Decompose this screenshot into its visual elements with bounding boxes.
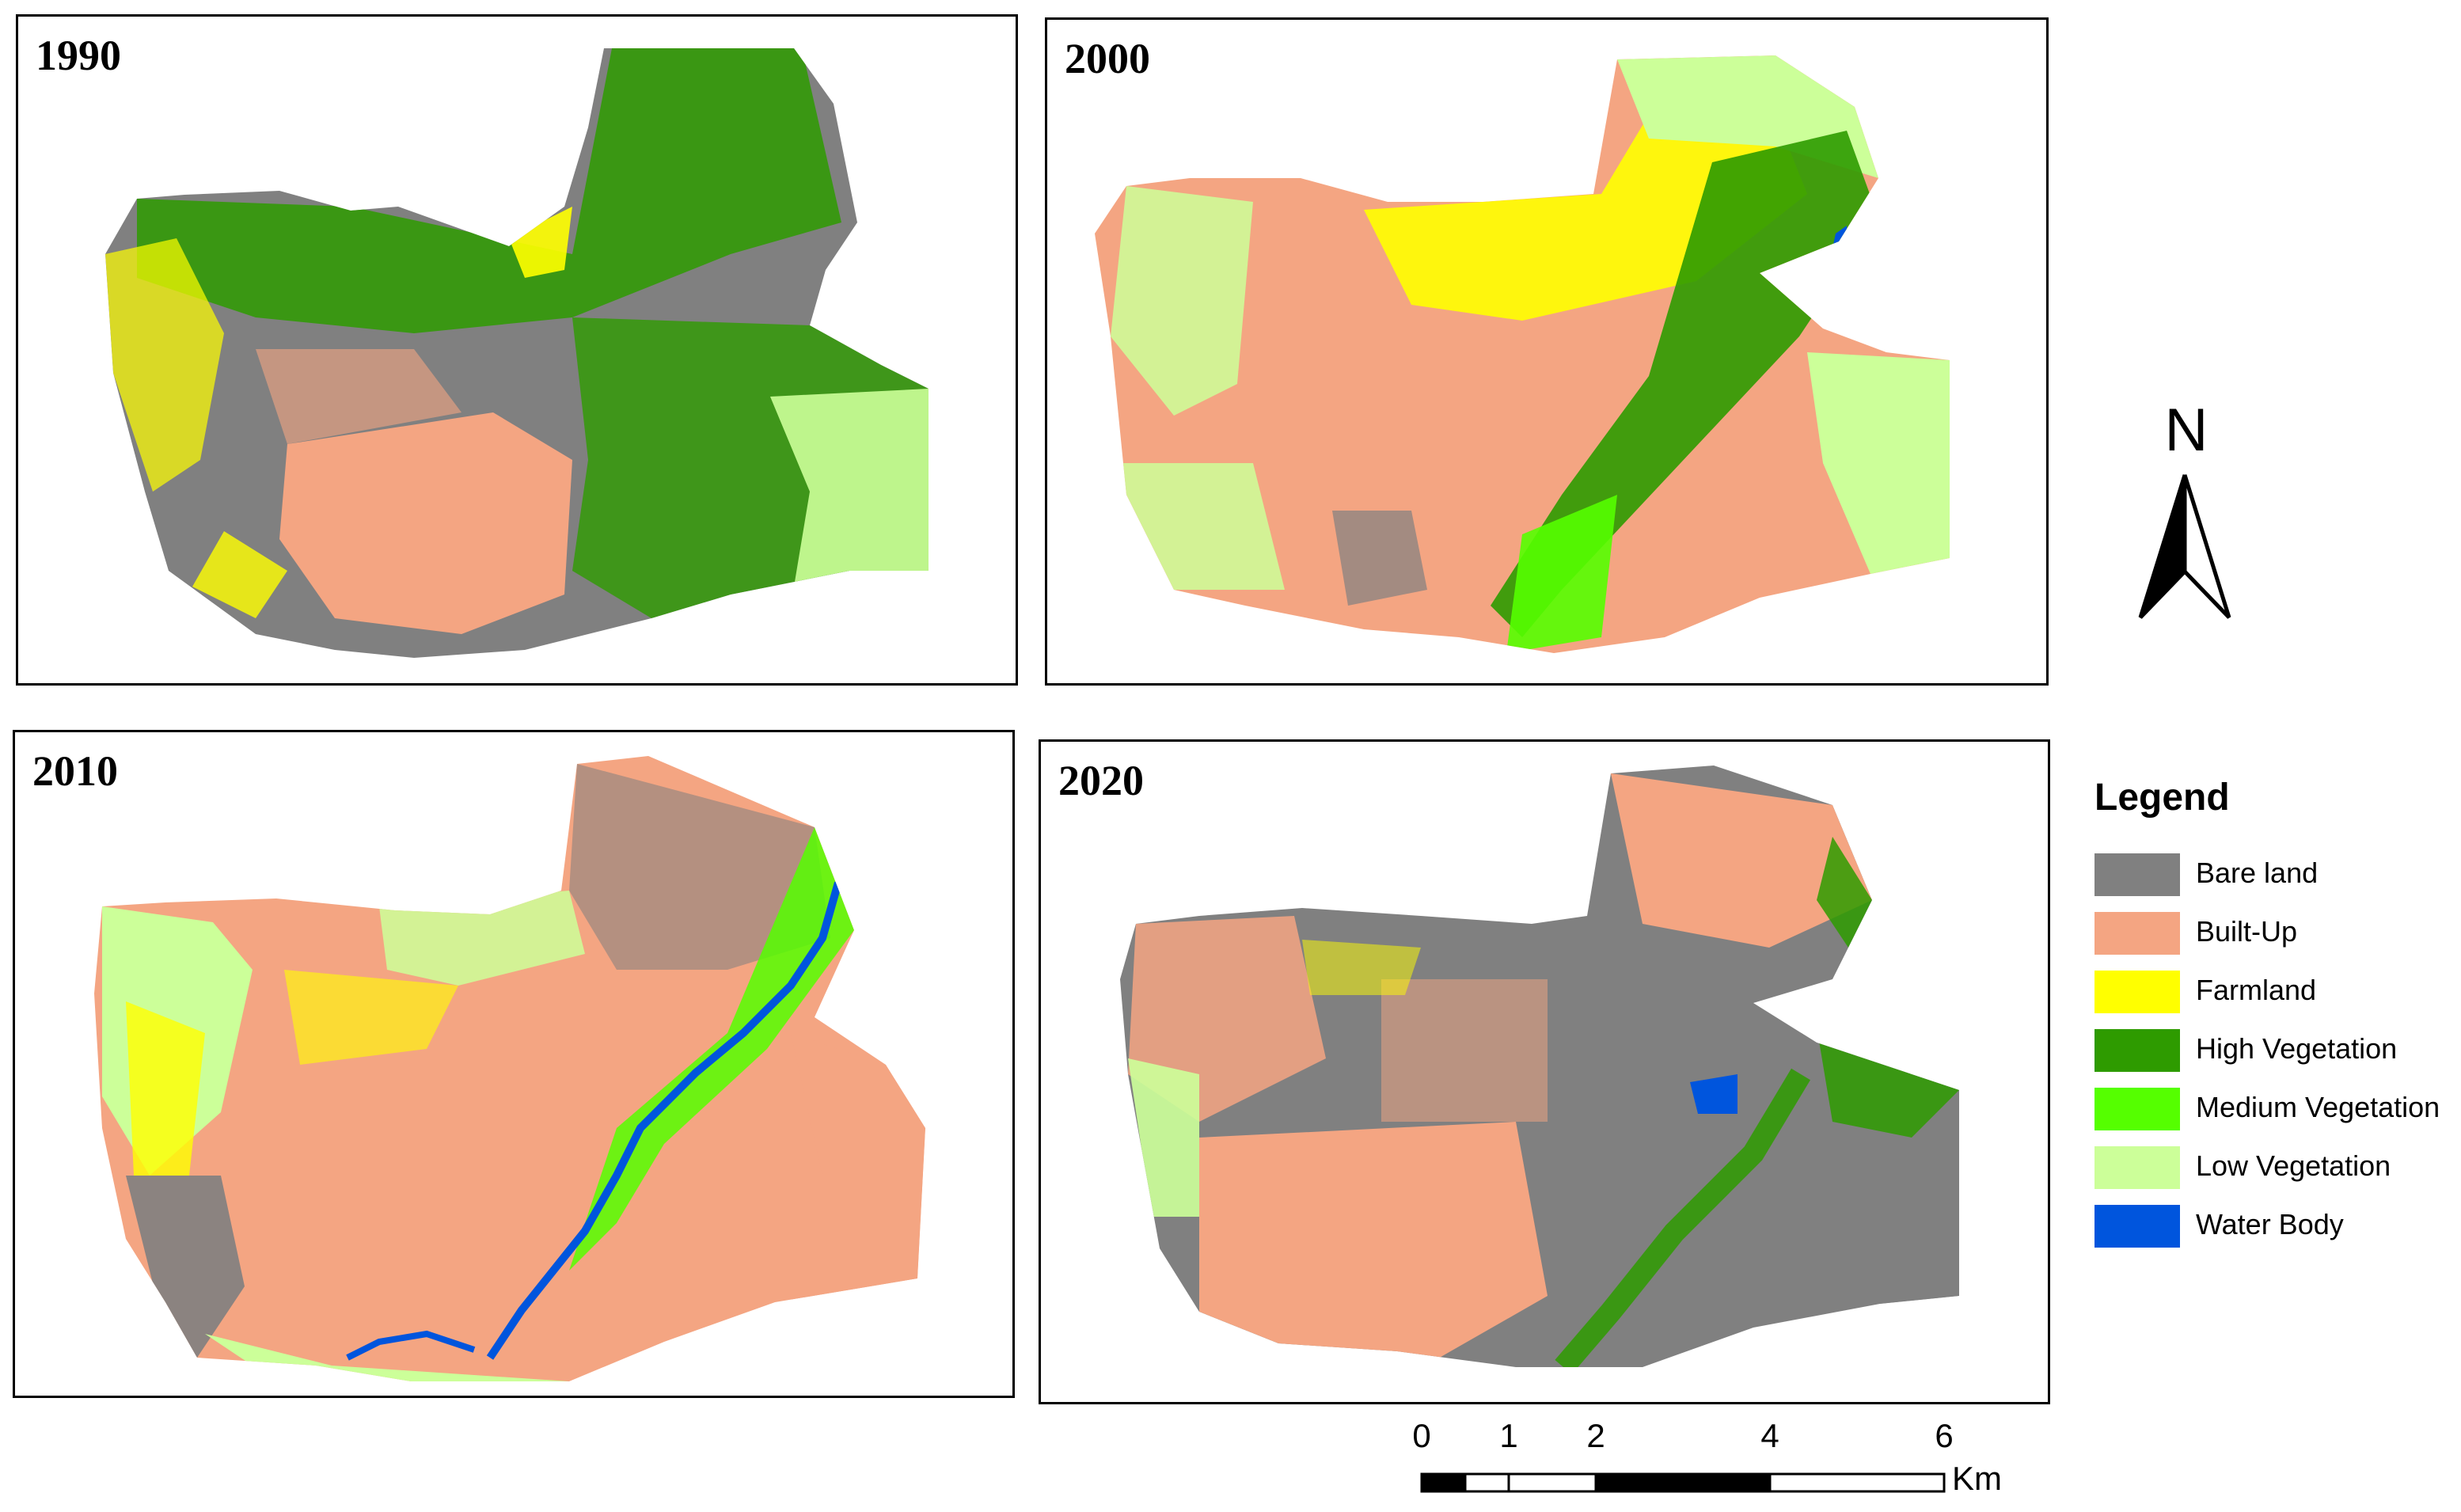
legend-label: Medium Vegetation — [2196, 1091, 2440, 1123]
scale-subsegment — [1420, 1472, 1467, 1493]
land-cover-map-2020 — [1120, 765, 1959, 1367]
map-panel-2000: 2000 — [1045, 17, 2049, 686]
legend-item: High Vegetation — [2095, 1029, 2459, 1073]
legend-item: Built-Up — [2095, 912, 2459, 956]
north-arrow-icon — [2138, 474, 2231, 619]
legend-item: Bare land — [2095, 853, 2459, 898]
legend-swatch — [2095, 853, 2180, 896]
scale-subsegment — [1464, 1472, 1510, 1493]
map-panel-2020: 2020 — [1039, 739, 2050, 1404]
land-cover-map-1990 — [105, 48, 929, 658]
scale-unit-label: Km — [1952, 1460, 2002, 1497]
scale-segment — [1594, 1472, 1772, 1493]
legend: Legend Bare land Built-Up Farmland High Veg… — [2090, 768, 2454, 1259]
legend-label: Built-Up — [2196, 915, 2298, 948]
map-panel-2010: 2010 — [13, 730, 1015, 1398]
legend-item: Low Vegetation — [2095, 1146, 2459, 1191]
scale-tick-label: 4 — [1760, 1417, 1779, 1454]
north-label: N — [2164, 397, 2208, 464]
land-cover-map-2010 — [94, 756, 925, 1381]
land-cover-map-2000 — [1095, 55, 1950, 653]
legend-label: Water Body — [2196, 1208, 2344, 1240]
legend-item: Water Body — [2095, 1205, 2459, 1249]
legend-swatch — [2095, 1029, 2180, 1072]
scale-tick-label: 1 — [1499, 1417, 1518, 1454]
legend-item: Farmland — [2095, 971, 2459, 1015]
legend-label: Farmland — [2196, 974, 2317, 1006]
legend-swatch — [2095, 971, 2180, 1013]
legend-item: Medium Vegetation — [2095, 1088, 2459, 1132]
legend-title: Legend — [2095, 777, 2230, 819]
scale-tick-label: 0 — [1412, 1417, 1431, 1454]
year-label-1990: 1990 — [36, 32, 121, 79]
year-label-2000: 2000 — [1065, 35, 1150, 82]
map-panel-1990: 1990 — [16, 14, 1018, 686]
scale-bar: 0 1 2 4 6 Km — [1393, 1417, 2011, 1504]
legend-label: Bare land — [2196, 857, 2319, 889]
year-label-2010: 2010 — [32, 747, 118, 795]
scale-tick-label: 6 — [1935, 1417, 1954, 1454]
scale-segment — [1768, 1472, 1946, 1493]
legend-label: Low Vegetation — [2196, 1149, 2391, 1182]
legend-swatch — [2095, 1205, 2180, 1248]
scale-bar-graphic — [1420, 1472, 1946, 1493]
scale-tick-label: 2 — [1586, 1417, 1605, 1454]
legend-swatch — [2095, 1146, 2180, 1189]
legend-label: High Vegetation — [2196, 1032, 2398, 1065]
legend-swatch — [2095, 912, 2180, 955]
legend-swatch — [2095, 1088, 2180, 1130]
scale-segment — [1507, 1472, 1597, 1493]
year-label-2020: 2020 — [1058, 757, 1144, 804]
